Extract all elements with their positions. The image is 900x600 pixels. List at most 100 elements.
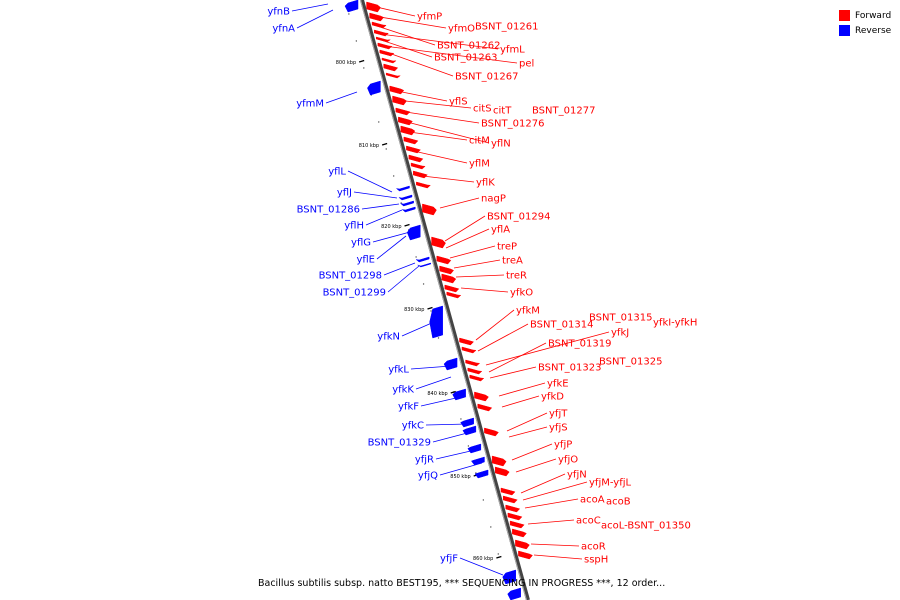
axis-dot xyxy=(460,418,462,420)
gene-leader-line xyxy=(477,323,529,352)
gene-label-yfkk: yfkK xyxy=(392,385,414,396)
gene-label-trer: treR xyxy=(506,271,527,282)
legend-item-reverse: Reverse xyxy=(839,23,891,38)
gene-label-bsnt-01262: BSNT_01262 xyxy=(437,41,500,52)
gene-label-yfna: yfnA xyxy=(272,24,295,35)
gene-label-yfjq: yfjQ xyxy=(418,471,438,482)
gene-label-yfkc: yfkC xyxy=(402,421,424,432)
forward-gene-block xyxy=(410,162,426,170)
gene-leader-line xyxy=(520,473,566,494)
forward-gene-block xyxy=(385,72,402,79)
gene-label-yfkf: yfkF xyxy=(398,402,419,413)
gene-leader-line xyxy=(353,191,398,199)
gene-label-yfko: yfkO xyxy=(510,288,533,299)
forward-gene-block xyxy=(461,346,477,354)
tick-mark xyxy=(496,555,502,559)
gene-leader-line xyxy=(372,231,411,243)
reverse-gene-block xyxy=(502,569,516,585)
gene-label-yflm: yflM xyxy=(469,159,490,170)
reverse-gene-block xyxy=(344,0,359,13)
forward-gene-block xyxy=(366,1,381,13)
forward-gene-block xyxy=(446,291,462,299)
gene-leader-line xyxy=(511,443,553,461)
forward-gene-block xyxy=(474,391,489,402)
gene-label-yfkj: yfkJ xyxy=(611,328,629,339)
forward-gene-block xyxy=(403,136,419,145)
forward-gene-block xyxy=(518,550,533,560)
gene-label-yflk: yflK xyxy=(476,178,495,189)
forward-gene-block xyxy=(406,145,421,154)
reverse-gene-block xyxy=(467,443,482,454)
forward-gene-block xyxy=(398,116,413,126)
gene-leader-line xyxy=(524,498,579,509)
forward-gene-block xyxy=(422,203,437,216)
gene-label-bsnt-01263: BSNT_01263 xyxy=(434,53,497,64)
tick-mark xyxy=(358,59,365,63)
gene-label-acor: acoR xyxy=(581,542,606,553)
forward-gene-block xyxy=(515,539,530,550)
forward-gene-block xyxy=(469,374,485,382)
tick-label: 800 kbp xyxy=(336,60,356,66)
gene-leader-line xyxy=(383,262,416,276)
gene-leader-line xyxy=(365,209,403,226)
gene-leader-line xyxy=(530,543,580,547)
gene-leader-line xyxy=(402,120,490,144)
forward-gene-block xyxy=(505,504,521,513)
gene-leader-line xyxy=(498,382,546,397)
gene-label-bsnt-01267: BSNT_01267 xyxy=(455,72,518,83)
axis-dot xyxy=(497,553,499,555)
forward-gene-block xyxy=(441,273,457,284)
gene-leader-line xyxy=(325,91,358,104)
gene-label-trep: treP xyxy=(497,242,517,253)
gene-label-yfkd: yfkD xyxy=(541,392,564,403)
gene-label-bsnt-01329: BSNT_01329 xyxy=(368,438,431,449)
forward-gene-block xyxy=(400,125,416,136)
gene-leader-line xyxy=(475,309,515,341)
gene-leader-line xyxy=(425,423,469,426)
forward-gene-block xyxy=(444,284,460,293)
reverse-gene-block xyxy=(471,456,485,466)
forward-gene-block xyxy=(377,42,393,50)
reverse-gene-block xyxy=(443,357,458,371)
reverse-gene-block xyxy=(474,469,489,479)
gene-leader-line xyxy=(459,557,504,576)
reverse-gene-block xyxy=(429,305,443,339)
forward-gene-block xyxy=(375,36,392,43)
reverse-gene-block xyxy=(367,80,381,96)
forward-gene-block xyxy=(500,487,516,496)
gene-label-yfln: yflN xyxy=(491,139,511,150)
forward-gene-block xyxy=(512,528,527,538)
forward-gene-block xyxy=(408,154,424,163)
axis-dot xyxy=(385,148,387,150)
gene-leader-line xyxy=(385,51,454,77)
forward-gene-block xyxy=(374,29,389,37)
gene-label-citt: citT xyxy=(493,106,512,117)
gene-label-ssph: sspH xyxy=(584,555,608,566)
forward-gene-block xyxy=(507,512,523,521)
reverse-gene-block xyxy=(460,417,474,428)
gene-leader-line xyxy=(444,215,486,242)
reverse-gene-block xyxy=(399,200,414,207)
tick-label: 850 kbp xyxy=(450,474,470,480)
reverse-gene-block xyxy=(417,262,432,268)
forward-gene-block xyxy=(381,57,397,64)
gene-label-bsnt-01286: BSNT_01286 xyxy=(297,205,360,216)
tick-label: 820 kbp xyxy=(381,224,401,230)
gene-leader-line xyxy=(347,170,393,193)
gene-label-yfnb: yfnB xyxy=(267,7,290,18)
reverse-gene-block xyxy=(452,388,466,401)
gene-leader-line xyxy=(376,235,407,260)
legend-label-reverse: Reverse xyxy=(855,25,892,36)
gene-leader-line xyxy=(432,431,472,443)
axis-dot xyxy=(348,13,350,15)
axis-dot xyxy=(422,283,425,285)
tick-label: 860 kbp xyxy=(473,556,493,562)
gene-label-yfjr: yfjR xyxy=(415,455,434,466)
forward-gene-block xyxy=(413,170,428,179)
legend-swatch-forward xyxy=(839,10,850,21)
gene-leader-line xyxy=(420,397,457,407)
gene-leader-line xyxy=(527,519,575,525)
gene-label-yflj: yflJ xyxy=(337,188,352,199)
forward-gene-block xyxy=(491,455,507,467)
reverse-gene-block xyxy=(406,224,421,241)
